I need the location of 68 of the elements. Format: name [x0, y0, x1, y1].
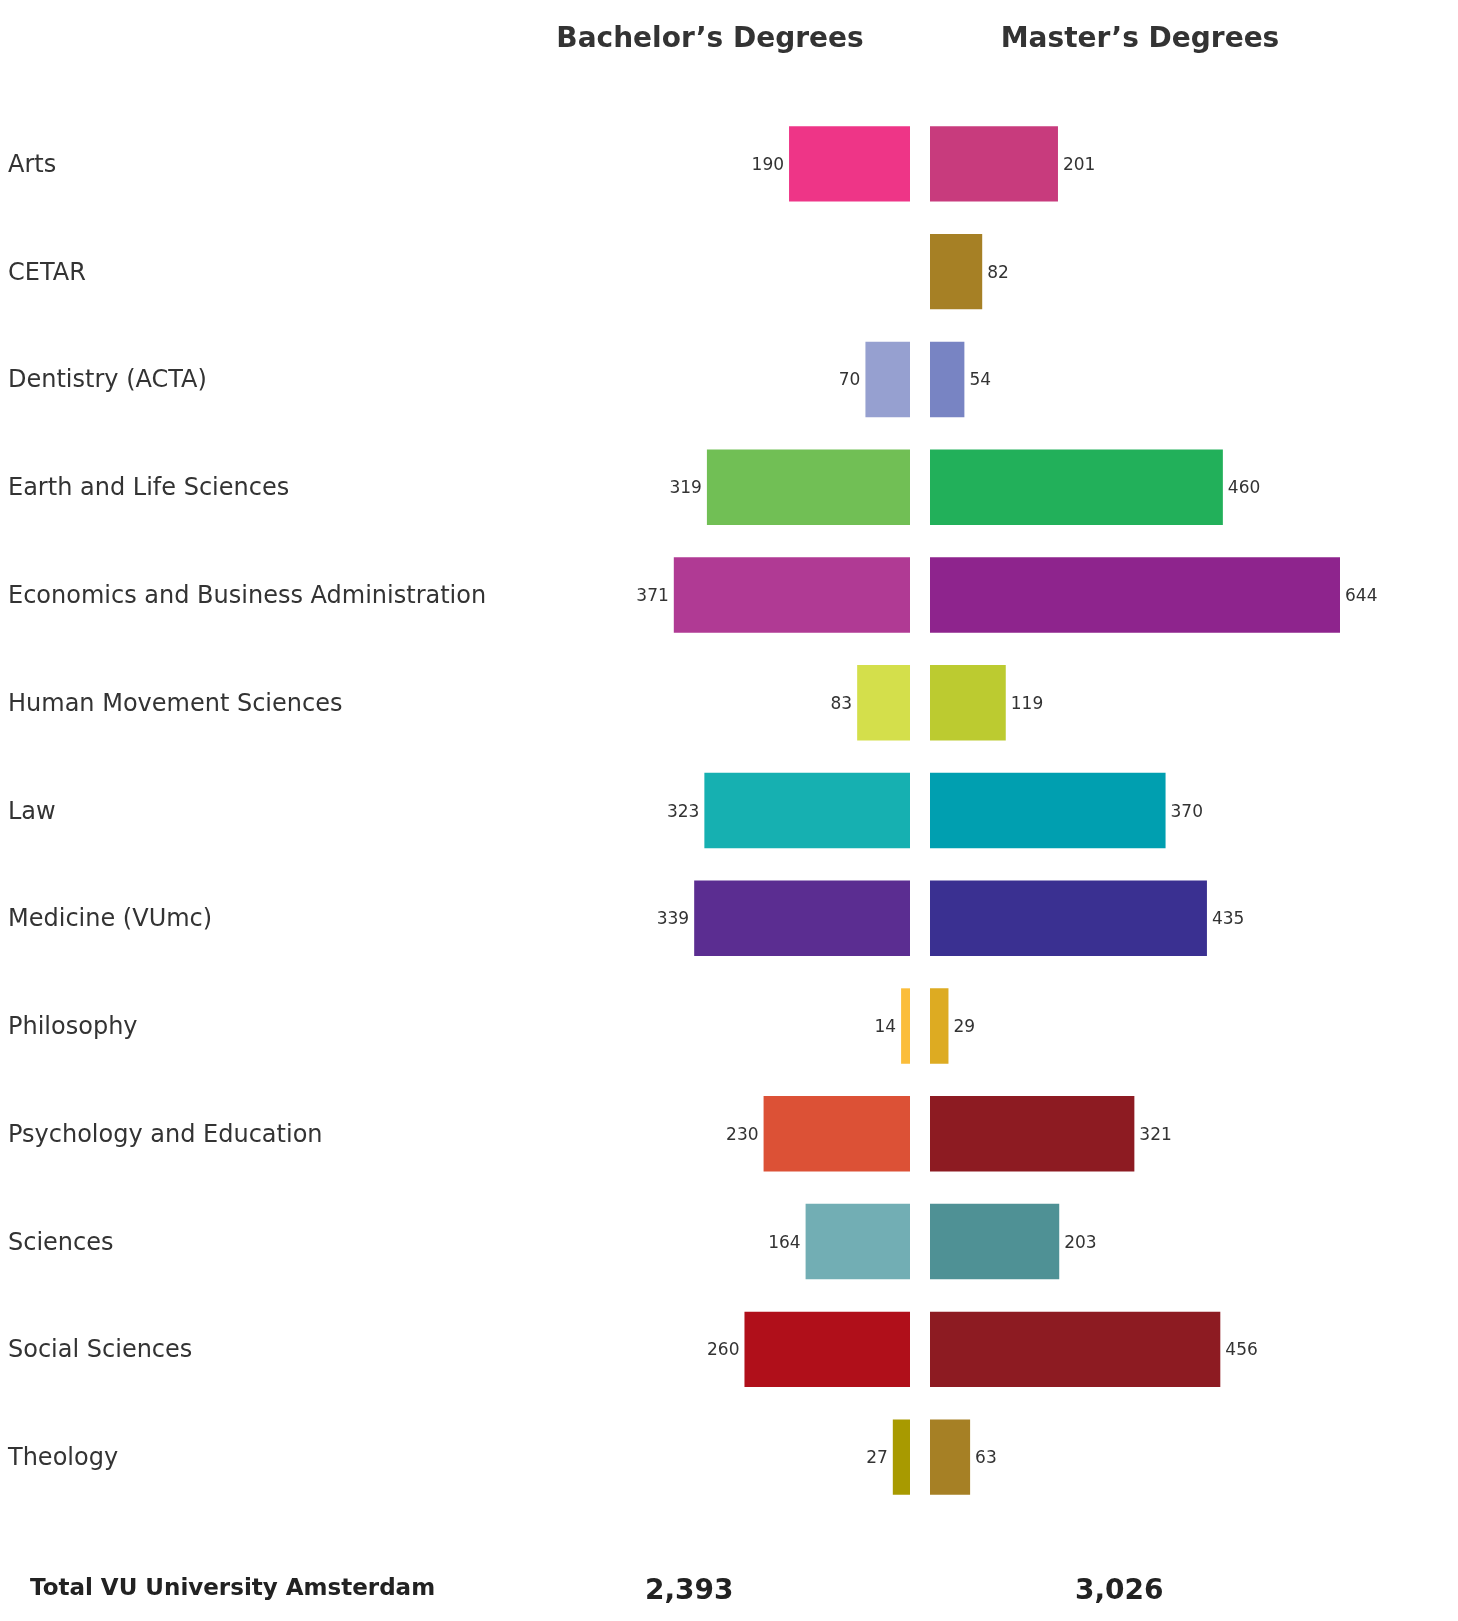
data-label: 164	[768, 1231, 801, 1252]
bar	[744, 1311, 910, 1388]
bar	[673, 557, 910, 633]
bar	[704, 772, 910, 849]
data-label: 70	[838, 369, 861, 390]
data-label: 201	[1062, 153, 1096, 174]
data-label: 260	[707, 1339, 740, 1360]
y-tick-label: Dentistry (ACTA)	[8, 365, 207, 394]
y-tick-label: CETAR	[8, 257, 86, 286]
data-label: 29	[953, 1016, 976, 1037]
data-label: 644	[1345, 584, 1378, 605]
bar	[857, 665, 910, 741]
bar	[930, 880, 1207, 956]
data-label: 203	[1064, 1231, 1097, 1252]
data-label: 456	[1225, 1339, 1258, 1360]
bar	[930, 233, 983, 310]
bar	[706, 449, 910, 525]
data-label: 370	[1170, 800, 1204, 821]
text: Total VU University Amsterdam	[30, 1573, 436, 1600]
bar	[789, 126, 910, 202]
bar	[930, 1203, 1060, 1280]
y-tick-label: Earth and Life Sciences	[8, 473, 290, 502]
bar	[930, 1419, 971, 1495]
data-label: 321	[1139, 1123, 1172, 1144]
bar	[930, 126, 1058, 202]
data-label: 83	[830, 692, 853, 713]
data-label: 27	[866, 1447, 888, 1468]
data-label: 63	[975, 1447, 997, 1468]
data-label: 82	[987, 261, 1009, 282]
bar	[763, 1096, 910, 1172]
y-tick-label: Arts	[8, 149, 57, 178]
y-tick-label: Philosophy	[8, 1012, 138, 1041]
y-tick-label: Psychology and Education	[8, 1119, 323, 1148]
y-tick-label: Medicine (VUmc)	[8, 904, 213, 933]
bar	[930, 341, 965, 418]
data-label: 119	[1010, 692, 1044, 713]
bar	[892, 1419, 910, 1495]
data-label: 54	[969, 369, 992, 390]
y-tick-label: Law	[8, 796, 56, 825]
bar	[805, 1203, 910, 1280]
bar	[930, 1096, 1135, 1172]
data-label: 435	[1211, 908, 1245, 929]
y-tick-label: Human Movement Sciences	[8, 688, 343, 717]
bar	[930, 988, 949, 1064]
bar	[930, 772, 1166, 849]
data-label: 371	[636, 584, 669, 605]
chart-title: Master’s Degrees	[1000, 20, 1280, 54]
data-label: 323	[666, 800, 700, 821]
bar	[694, 880, 910, 956]
data-label: 190	[751, 153, 785, 174]
y-tick-label: Sciences	[8, 1227, 114, 1256]
text: 2,393	[645, 1572, 734, 1606]
bar	[930, 449, 1223, 525]
bar	[930, 557, 1340, 633]
text: 3,026	[1075, 1572, 1164, 1606]
bar	[865, 341, 910, 418]
data-label: 14	[874, 1016, 897, 1037]
data-label: 460	[1227, 477, 1261, 498]
data-label: 230	[726, 1123, 759, 1144]
bar	[930, 665, 1006, 741]
data-label: 339	[656, 908, 690, 929]
data-label: 319	[669, 477, 702, 498]
y-tick-label: Social Sciences	[8, 1335, 193, 1364]
y-tick-label: Economics and Business Administration	[8, 580, 487, 609]
bar	[901, 988, 910, 1064]
bar	[930, 1311, 1221, 1388]
y-tick-label: Theology	[7, 1443, 119, 1472]
chart-title: Bachelor’s Degrees	[556, 20, 864, 54]
